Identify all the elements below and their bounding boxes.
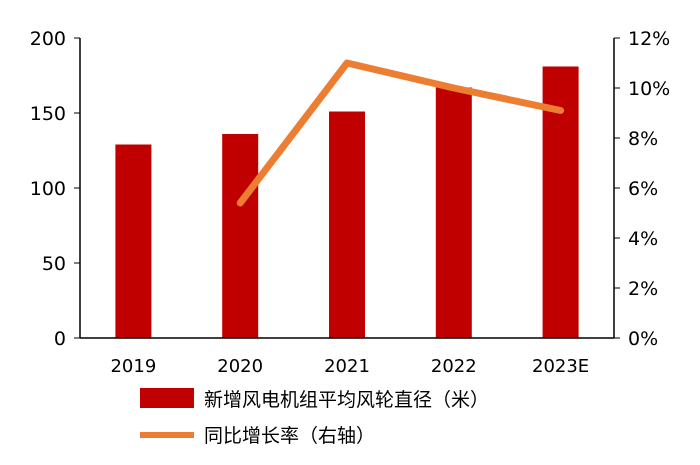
left-tick-label: 100 [30,178,66,200]
bar-2021 [329,111,365,338]
legend-bar-label: 新增风电机组平均风轮直径（米） [204,389,489,411]
left-tick-label: 150 [30,103,66,125]
x-tick-label: 2020 [217,356,263,377]
right-tick-label: 8% [628,128,658,150]
right-tick-label: 0% [628,328,658,350]
legend-line-label: 同比增长率（右轴） [204,425,375,447]
left-tick-label: 200 [30,28,66,50]
left-tick-label: 50 [42,253,66,275]
bar-2020 [222,134,259,338]
right-tick-label: 12% [628,28,670,50]
growth-line [236,59,565,207]
right-tick-label: 10% [628,78,670,100]
right-tick-label: 6% [628,178,658,200]
x-tick-label: 2021 [324,356,370,377]
legend-bar-swatch [140,388,194,408]
left-tick-label: 0 [54,328,66,350]
right-tick-label: 2% [628,278,658,300]
bar-2019 [115,144,152,338]
x-tick-label: 2019 [110,356,156,377]
right-tick-label: 4% [628,228,658,250]
x-tick-label: 2023E [532,356,589,377]
bar-2022 [435,87,472,338]
x-tick-label: 2022 [431,356,477,377]
